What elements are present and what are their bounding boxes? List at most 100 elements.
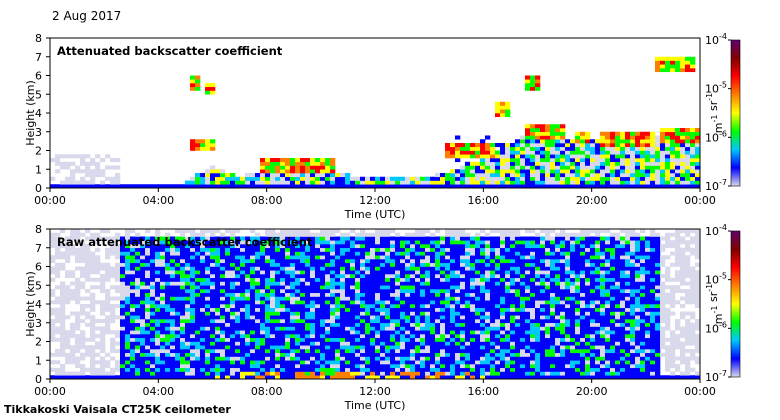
heatmap-cell	[65, 360, 71, 365]
heatmap-cell	[265, 169, 271, 174]
heatmap-cell	[60, 341, 66, 346]
heatmap-cell	[50, 244, 56, 249]
heatmap-cell	[420, 360, 426, 365]
heatmap-cell	[150, 244, 156, 249]
heatmap-cell	[295, 165, 301, 170]
heatmap-cell	[235, 300, 241, 305]
heatmap-cell	[515, 356, 521, 361]
heatmap-cell	[550, 285, 556, 290]
heatmap-cell	[170, 334, 176, 339]
heatmap-cell	[250, 184, 256, 189]
heatmap-cell	[330, 326, 336, 331]
heatmap-cell	[500, 285, 506, 290]
heatmap-cell	[520, 352, 526, 357]
heatmap-cell	[100, 356, 106, 361]
heatmap-cell	[300, 247, 306, 252]
heatmap-cell	[670, 60, 676, 65]
heatmap-cell	[115, 277, 121, 282]
heatmap-cell	[180, 266, 186, 271]
heatmap-cell	[175, 281, 181, 286]
heatmap-cell	[360, 364, 366, 369]
heatmap-cell	[250, 304, 256, 309]
heatmap-cell	[370, 375, 376, 380]
heatmap-cell	[505, 356, 511, 361]
heatmap-cell	[310, 341, 316, 346]
heatmap-cell	[540, 169, 546, 174]
heatmap-cell	[415, 330, 421, 335]
heatmap-cell	[315, 289, 321, 294]
heatmap-cell	[145, 322, 151, 327]
heatmap-cell	[545, 281, 551, 286]
heatmap-cell	[410, 255, 416, 260]
heatmap-cell	[400, 304, 406, 309]
heatmap-cell	[120, 315, 126, 320]
heatmap-cell	[325, 251, 331, 256]
heatmap-cell	[165, 356, 171, 361]
heatmap-cell	[655, 165, 661, 170]
heatmap-cell	[410, 304, 416, 309]
heatmap-cell	[395, 296, 401, 301]
heatmap-cell	[475, 176, 481, 181]
heatmap-cell	[225, 240, 231, 245]
heatmap-cell	[520, 180, 526, 185]
heatmap-cell	[495, 311, 501, 316]
heatmap-cell	[580, 165, 586, 170]
heatmap-cell	[320, 176, 326, 181]
heatmap-cell	[300, 180, 306, 185]
heatmap-cell	[345, 285, 351, 290]
heatmap-cell	[60, 349, 66, 354]
heatmap-cell	[345, 266, 351, 271]
heatmap-cell	[70, 334, 76, 339]
heatmap-cell	[170, 300, 176, 305]
heatmap-cell	[410, 289, 416, 294]
heatmap-cell	[200, 341, 206, 346]
heatmap-cell	[365, 322, 371, 327]
heatmap-cell	[340, 289, 346, 294]
heatmap-cell	[300, 236, 306, 241]
heatmap-cell	[325, 165, 331, 170]
heatmap-cell	[490, 352, 496, 357]
heatmap-cell	[470, 322, 476, 327]
heatmap-cell	[510, 229, 516, 234]
heatmap-cell	[230, 274, 236, 279]
heatmap-cell	[260, 158, 266, 163]
heatmap-cell	[665, 60, 671, 65]
heatmap-cell	[320, 307, 326, 312]
heatmap-cell	[355, 352, 361, 357]
heatmap-cell	[115, 367, 121, 372]
heatmap-cell	[85, 165, 91, 170]
heatmap-cell	[130, 349, 136, 354]
heatmap-cell	[55, 307, 61, 312]
heatmap-cell	[345, 255, 351, 260]
heatmap-cell	[520, 356, 526, 361]
heatmap-cell	[495, 266, 501, 271]
heatmap-cell	[125, 311, 131, 316]
heatmap-cell	[245, 289, 251, 294]
heatmap-cell	[625, 131, 631, 136]
heatmap-cell	[380, 375, 386, 380]
heatmap-cell	[540, 334, 546, 339]
heatmap-cell	[80, 259, 86, 264]
heatmap-cell	[355, 262, 361, 267]
heatmap-cell	[390, 371, 396, 376]
heatmap-cell	[380, 229, 386, 234]
heatmap-cell	[480, 173, 486, 178]
heatmap-cell	[670, 139, 676, 144]
heatmap-cell	[280, 349, 286, 354]
heatmap-cell	[520, 330, 526, 335]
heatmap-cell	[340, 364, 346, 369]
heatmap-cell	[460, 165, 466, 170]
heatmap-cell	[545, 315, 551, 320]
heatmap-cell	[160, 337, 166, 342]
heatmap-cell	[520, 244, 526, 249]
heatmap-cell	[450, 259, 456, 264]
heatmap-cell	[165, 352, 171, 357]
heatmap-cell	[530, 86, 536, 91]
heatmap-cell	[555, 173, 561, 178]
heatmap-cell	[90, 270, 96, 275]
heatmap-cell	[365, 274, 371, 279]
heatmap-cell	[460, 236, 466, 241]
heatmap-cell	[290, 229, 296, 234]
heatmap-cell	[430, 300, 436, 305]
heatmap-cell	[355, 371, 361, 376]
